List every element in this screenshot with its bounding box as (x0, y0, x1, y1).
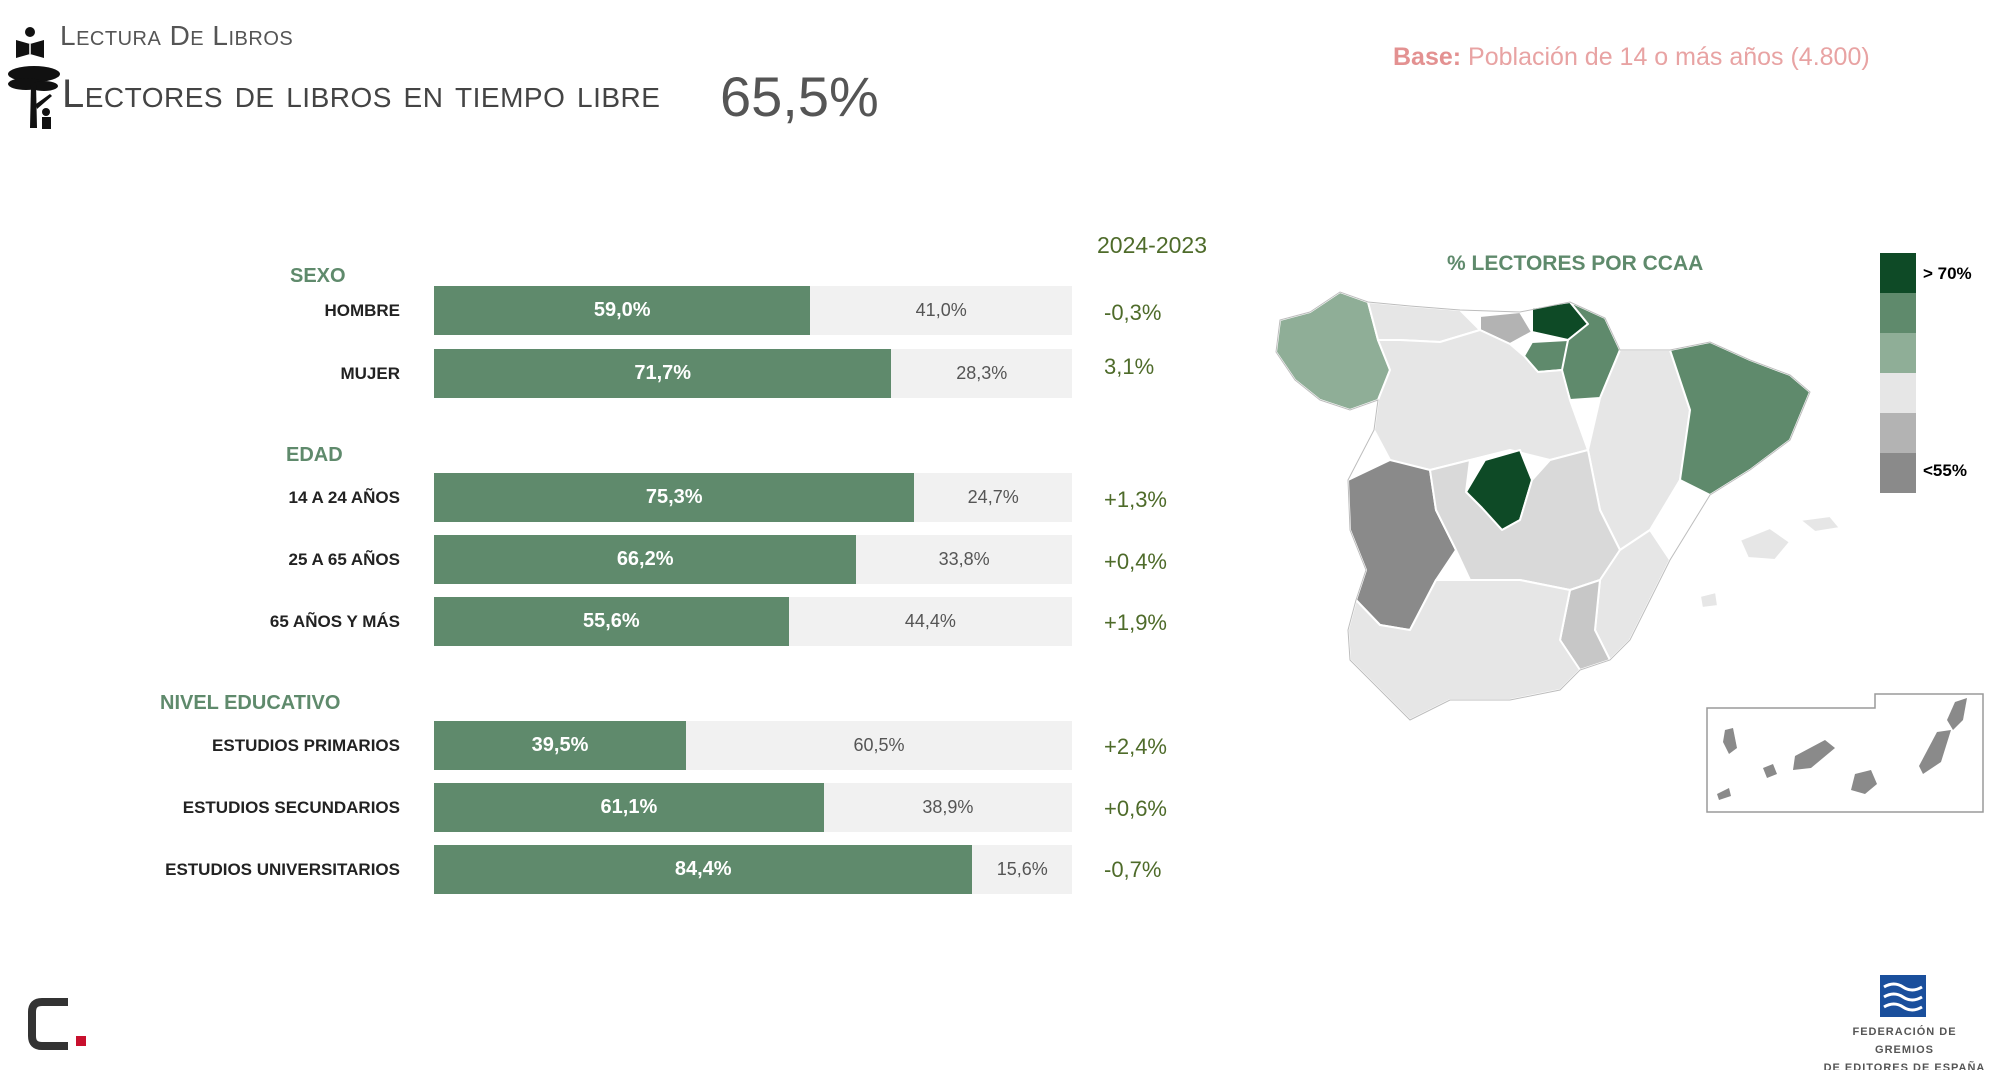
period-label: 2024-2023 (1097, 232, 1207, 258)
legend-swatch (1880, 293, 1916, 333)
row-change: +1,3% (1104, 487, 1167, 512)
region-baleares-ibiza (1699, 591, 1719, 609)
c-logo (28, 998, 86, 1050)
bar-remainder: 33,8% (938, 549, 990, 569)
island-lanzarote (1947, 698, 1967, 730)
bar-row: 71,7% 28,3% (434, 349, 1072, 398)
book-reader-icon (16, 27, 44, 58)
row-label: 14 A 24 AÑOS (288, 488, 401, 507)
region-baleares (1739, 527, 1791, 561)
row-change: +2,4% (1104, 734, 1167, 759)
base-text: Población de 14 o más años (4.800) (1468, 43, 1870, 71)
island-la-gomera (1763, 764, 1777, 778)
bar-value: 71,7% (434, 349, 892, 398)
island-gran-canaria (1851, 770, 1877, 794)
legend-swatch (1880, 333, 1916, 373)
org-name: FEDERACIÓN DE GREMIOS DE EDITORES DE ESP… (1822, 1023, 1987, 1070)
island-la-palma (1723, 728, 1737, 754)
island-fuerteventura (1919, 730, 1951, 774)
bar-remainder: 24,7% (967, 487, 1019, 507)
bar-row: 55,6% 44,4% (434, 597, 1072, 646)
legend-high-label: > 70% (1923, 264, 1972, 283)
group-label-edad: EDAD (286, 444, 343, 466)
row-label: 25 A 65 AÑOS (288, 550, 401, 569)
bar-row: 84,4% 15,6% (434, 845, 1072, 894)
legend-swatch (1880, 373, 1916, 413)
bar-value: 61,1% (434, 783, 824, 832)
bar-value: 66,2% (434, 535, 857, 584)
legend-swatch (1880, 413, 1916, 453)
group-label-sexo: SEXO (290, 265, 346, 287)
bar-row: 66,2% 33,8% (434, 535, 1072, 584)
row-label: HOMBRE (324, 301, 400, 320)
org-name-line2: DE EDITORES DE ESPAÑA (1823, 1062, 1986, 1070)
bar-value: 75,3% (434, 473, 915, 522)
page-title: Lectores de libros en tiempo libre (62, 72, 661, 116)
region-castilla-mancha (1429, 449, 1621, 591)
row-change: -0,3% (1104, 300, 1162, 325)
bar-remainder: 60,5% (853, 735, 905, 755)
group-label-nivel-educativo: NIVEL EDUCATIVO (160, 692, 341, 714)
bar-row: 59,0% 41,0% (434, 286, 1072, 335)
row-change: +0,6% (1104, 796, 1167, 821)
bar-value: 59,0% (434, 286, 811, 335)
bar-remainder: 28,3% (956, 363, 1008, 383)
row-change: -0,7% (1104, 857, 1162, 882)
row-label: MUJER (340, 364, 400, 383)
fge-logo (1880, 975, 1926, 1017)
legend-swatch (1880, 453, 1916, 493)
spain-choropleth-map (1275, 291, 1841, 721)
canary-islands-inset (1706, 693, 1984, 813)
row-label: ESTUDIOS UNIVERSITARIOS (165, 860, 400, 879)
bar-value: 55,6% (434, 597, 789, 646)
map-legend (1880, 253, 1916, 493)
row-change: +1,9% (1104, 610, 1167, 635)
bar-value: 84,4% (434, 845, 973, 894)
row-label: ESTUDIOS PRIMARIOS (212, 736, 400, 755)
row-change: 3,1% (1104, 354, 1155, 379)
legend-swatch (1880, 253, 1916, 293)
island-el-hierro (1717, 788, 1731, 800)
bar-remainder: 15,6% (996, 859, 1048, 879)
bar-value: 39,5% (434, 721, 686, 770)
region-baleares-menorca (1799, 515, 1841, 533)
bar-row: 75,3% 24,7% (434, 473, 1072, 522)
row-label: 65 AÑOS Y MÁS (269, 612, 400, 631)
map-title: % LECTORES POR CCAA (1447, 252, 1704, 275)
total-readers-value: 65,5% (720, 65, 879, 128)
region-cataluna (1669, 341, 1811, 496)
bar-row: 39,5% 60,5% (434, 721, 1072, 770)
bar-remainder: 38,9% (922, 797, 974, 817)
reading-tree-icon (8, 66, 60, 129)
row-label: ESTUDIOS SECUNDARIOS (182, 798, 400, 817)
org-name-line1: FEDERACIÓN DE GREMIOS (1852, 1026, 1957, 1056)
bar-row: 61,1% 38,9% (434, 783, 1072, 832)
island-tenerife (1793, 740, 1835, 770)
page-subtitle: Lectura De Libros (60, 20, 294, 51)
row-change: +0,4% (1104, 549, 1167, 574)
legend-low-label: <55% (1923, 461, 1967, 480)
base-note: Base: Población de 14 o más años (4.800) (1393, 43, 1870, 72)
bar-remainder: 44,4% (904, 611, 956, 631)
bar-remainder: 41,0% (915, 300, 967, 320)
base-label: Base: (1393, 43, 1462, 71)
